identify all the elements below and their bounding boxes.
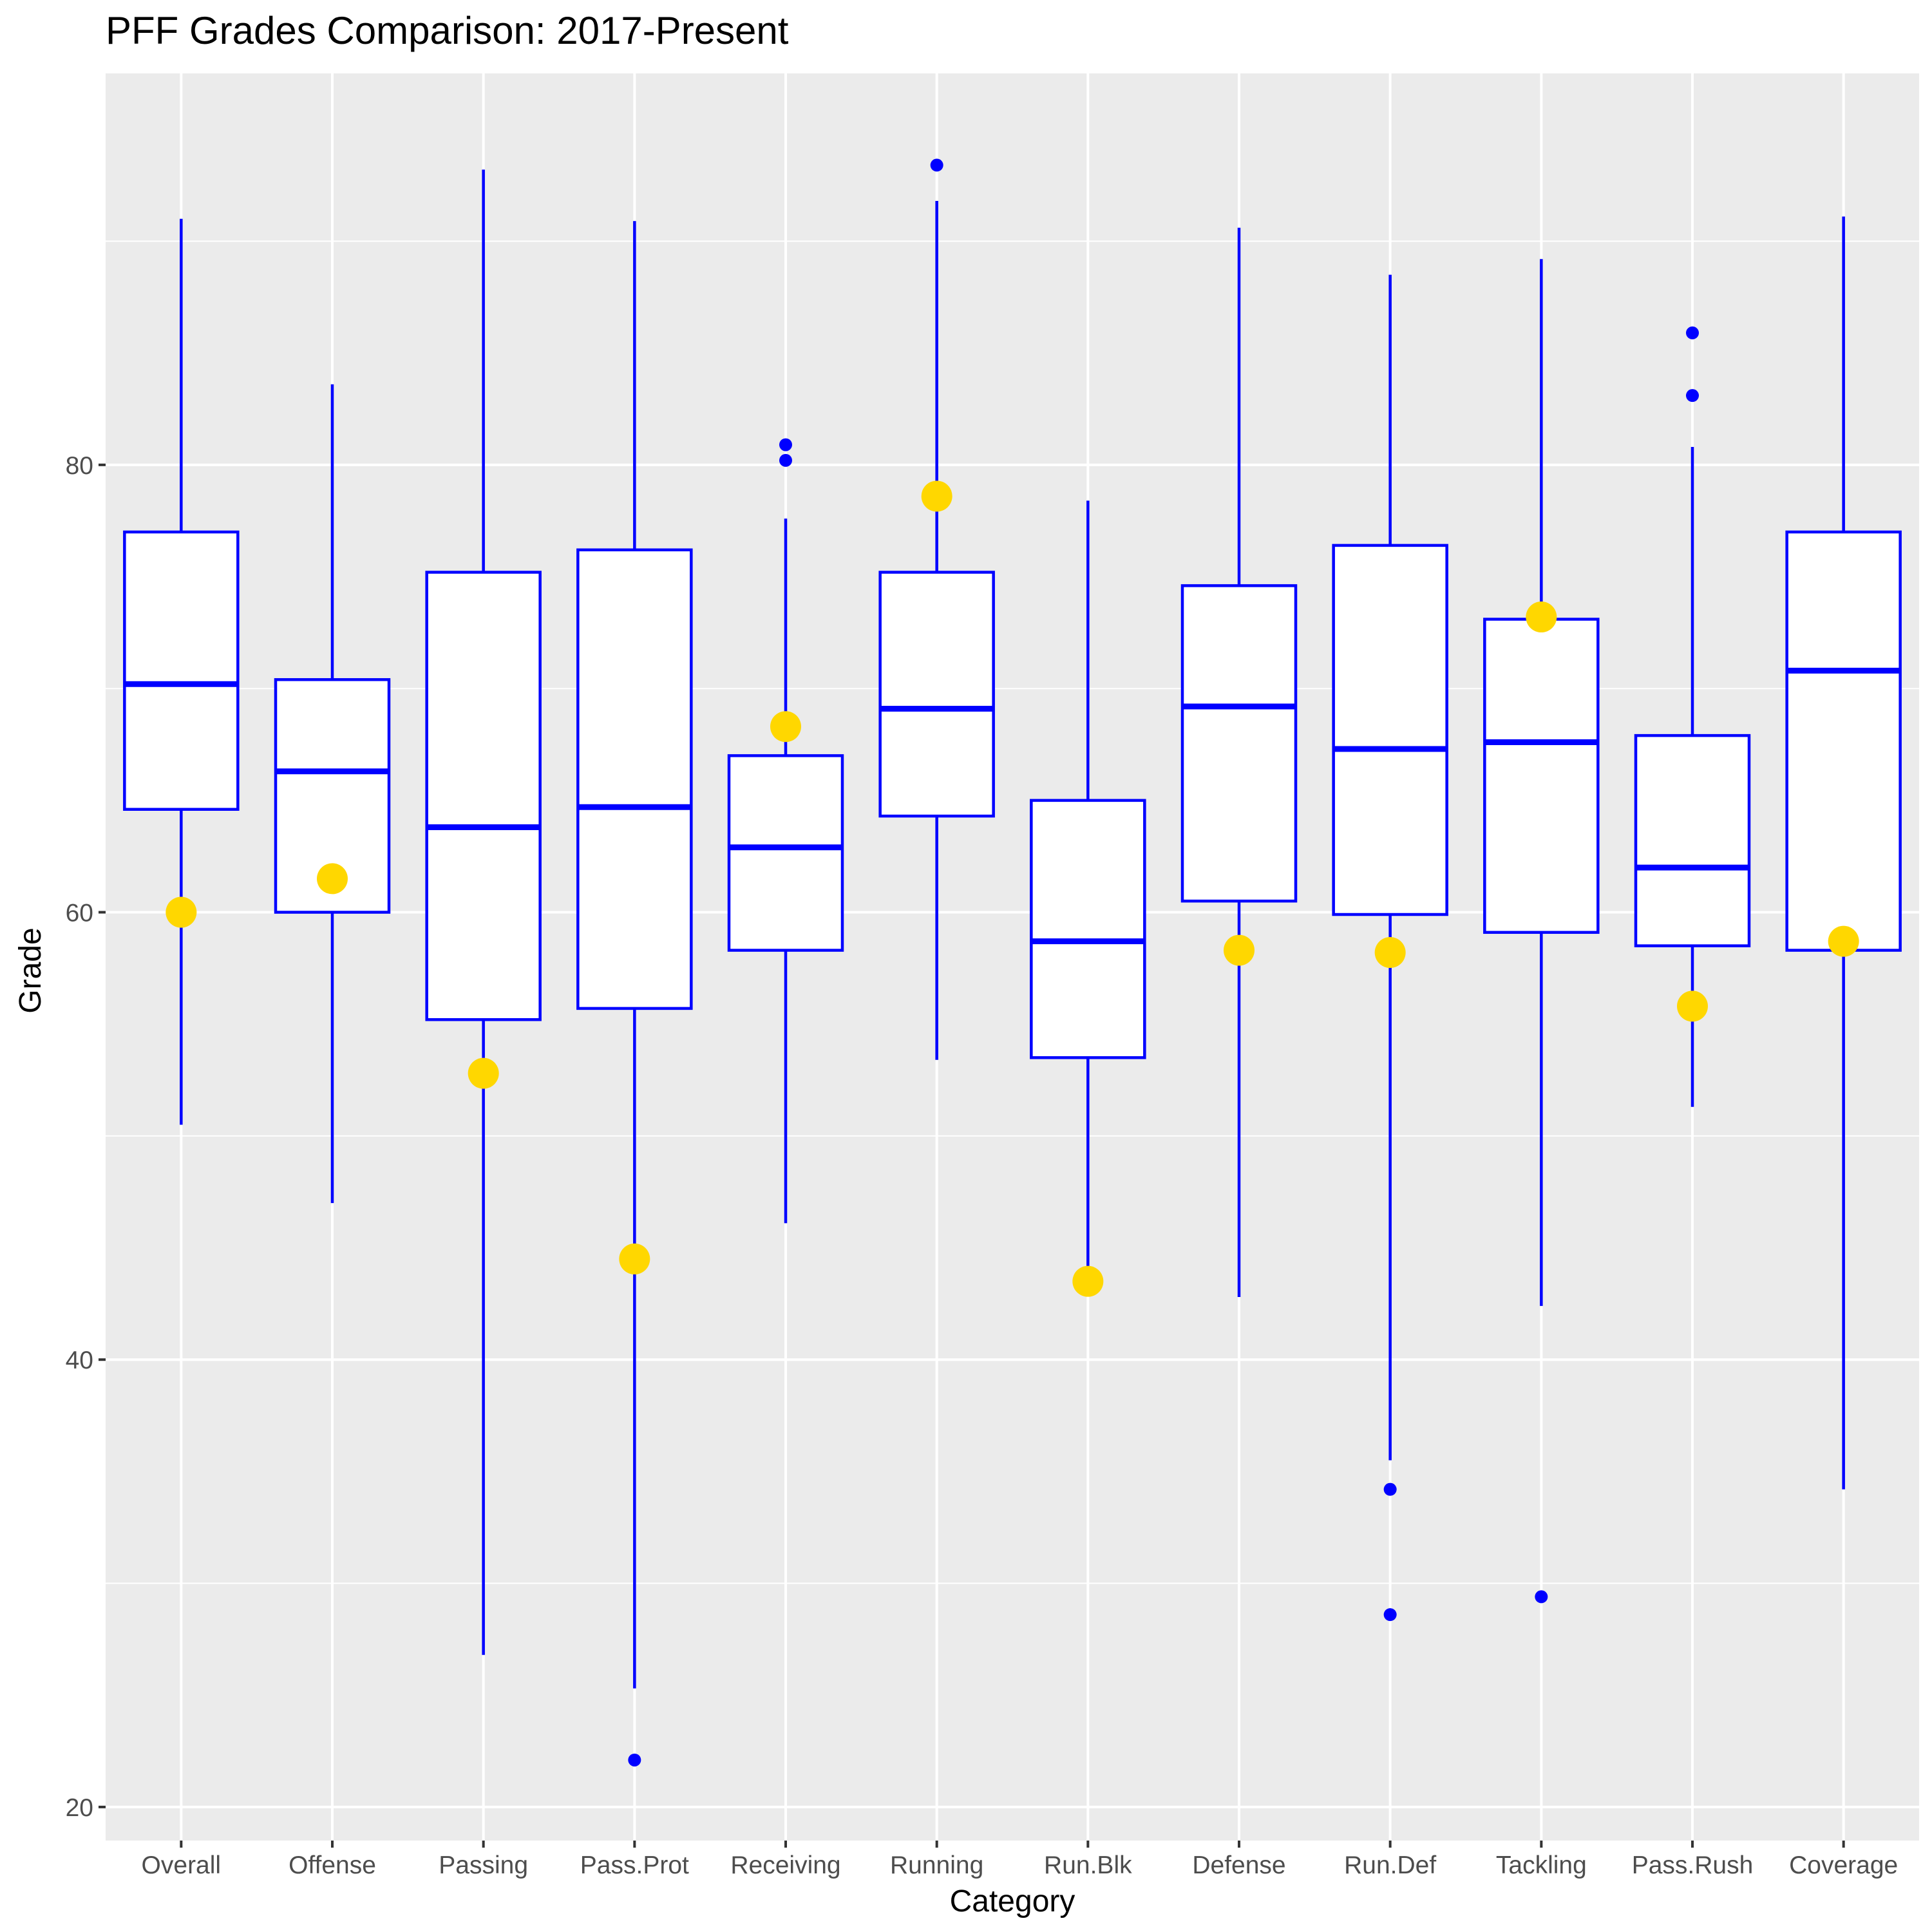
x-tick-label: Offense bbox=[289, 1852, 376, 1879]
outlier-point bbox=[1686, 389, 1699, 402]
chart-title: PFF Grades Comparison: 2017-Present bbox=[106, 9, 789, 52]
x-tick-label: Pass.Rush bbox=[1632, 1852, 1754, 1879]
highlight-point bbox=[1526, 601, 1557, 633]
box-body bbox=[425, 571, 542, 1021]
box-pass-prot bbox=[576, 221, 693, 1766]
highlight-point bbox=[619, 1243, 650, 1274]
box-running bbox=[878, 158, 995, 1060]
box-defense bbox=[1180, 227, 1298, 1297]
x-tick-label: Pass.Prot bbox=[580, 1852, 689, 1879]
y-tick-label: 60 bbox=[66, 900, 93, 927]
box-passing bbox=[425, 169, 542, 1655]
outlier-point bbox=[628, 1753, 641, 1766]
highlight-point bbox=[1828, 925, 1859, 957]
highlight-point bbox=[1374, 937, 1406, 969]
outlier-point bbox=[1383, 1608, 1397, 1622]
box-run-def bbox=[1332, 274, 1448, 1622]
x-tick-label: Coverage bbox=[1789, 1852, 1898, 1879]
x-axis: Overall Offense Passing Pass.Prot Receiving R… bbox=[142, 1841, 1898, 1879]
box-overall bbox=[123, 218, 240, 1125]
x-tick-label: Overall bbox=[142, 1852, 222, 1879]
outlier-point bbox=[779, 453, 792, 467]
y-axis: 20 40 60 80 bbox=[66, 452, 106, 1822]
x-tick-label: Run.Blk bbox=[1044, 1852, 1132, 1879]
box-body bbox=[878, 571, 995, 818]
y-axis-title: Grade bbox=[14, 927, 48, 1013]
outlier-point bbox=[930, 158, 943, 172]
highlight-point bbox=[1677, 990, 1708, 1022]
x-tick-label: Run.Def bbox=[1344, 1852, 1436, 1879]
y-tick-label: 80 bbox=[66, 452, 93, 480]
box-body bbox=[123, 530, 240, 811]
box-body bbox=[1030, 799, 1146, 1059]
outlier-point bbox=[1383, 1482, 1397, 1496]
box-run-blk bbox=[1030, 500, 1146, 1284]
box-body bbox=[1332, 544, 1448, 916]
x-tick-label: Defense bbox=[1192, 1852, 1285, 1879]
y-tick-label: 40 bbox=[66, 1347, 93, 1374]
outlier-point bbox=[1686, 326, 1699, 339]
box-coverage bbox=[1785, 216, 1902, 1490]
highlight-points bbox=[166, 480, 1859, 1297]
highlight-point bbox=[770, 711, 801, 743]
box-body bbox=[1180, 584, 1298, 903]
minor-gridlines bbox=[106, 240, 1919, 1584]
highlight-point bbox=[166, 896, 197, 928]
highlight-point bbox=[317, 863, 348, 895]
box-body bbox=[576, 548, 693, 1010]
plot-panel bbox=[106, 73, 1919, 1841]
box-body bbox=[274, 678, 391, 914]
box-body bbox=[1483, 618, 1600, 934]
highlight-point bbox=[1224, 934, 1255, 966]
box-series bbox=[123, 158, 1902, 1766]
box-body bbox=[1785, 530, 1902, 952]
y-tick-label: 20 bbox=[66, 1794, 93, 1822]
highlight-point bbox=[921, 480, 952, 512]
outlier-point bbox=[1535, 1590, 1548, 1604]
box-body bbox=[727, 754, 844, 952]
box-tackling bbox=[1483, 259, 1600, 1604]
outlier-point bbox=[779, 438, 792, 451]
box-pass-rush bbox=[1634, 326, 1751, 1107]
highlight-point bbox=[468, 1057, 499, 1089]
box-receiving bbox=[727, 438, 844, 1224]
box-body bbox=[1634, 734, 1751, 947]
x-tick-label: Running bbox=[890, 1852, 983, 1879]
x-tick-label: Tackling bbox=[1496, 1852, 1587, 1879]
x-tick-label: Passing bbox=[439, 1852, 528, 1879]
box-offense bbox=[274, 384, 391, 1204]
x-tick-label: Receiving bbox=[730, 1852, 840, 1879]
highlight-point bbox=[1072, 1265, 1104, 1297]
x-axis-title: Category bbox=[950, 1884, 1075, 1918]
